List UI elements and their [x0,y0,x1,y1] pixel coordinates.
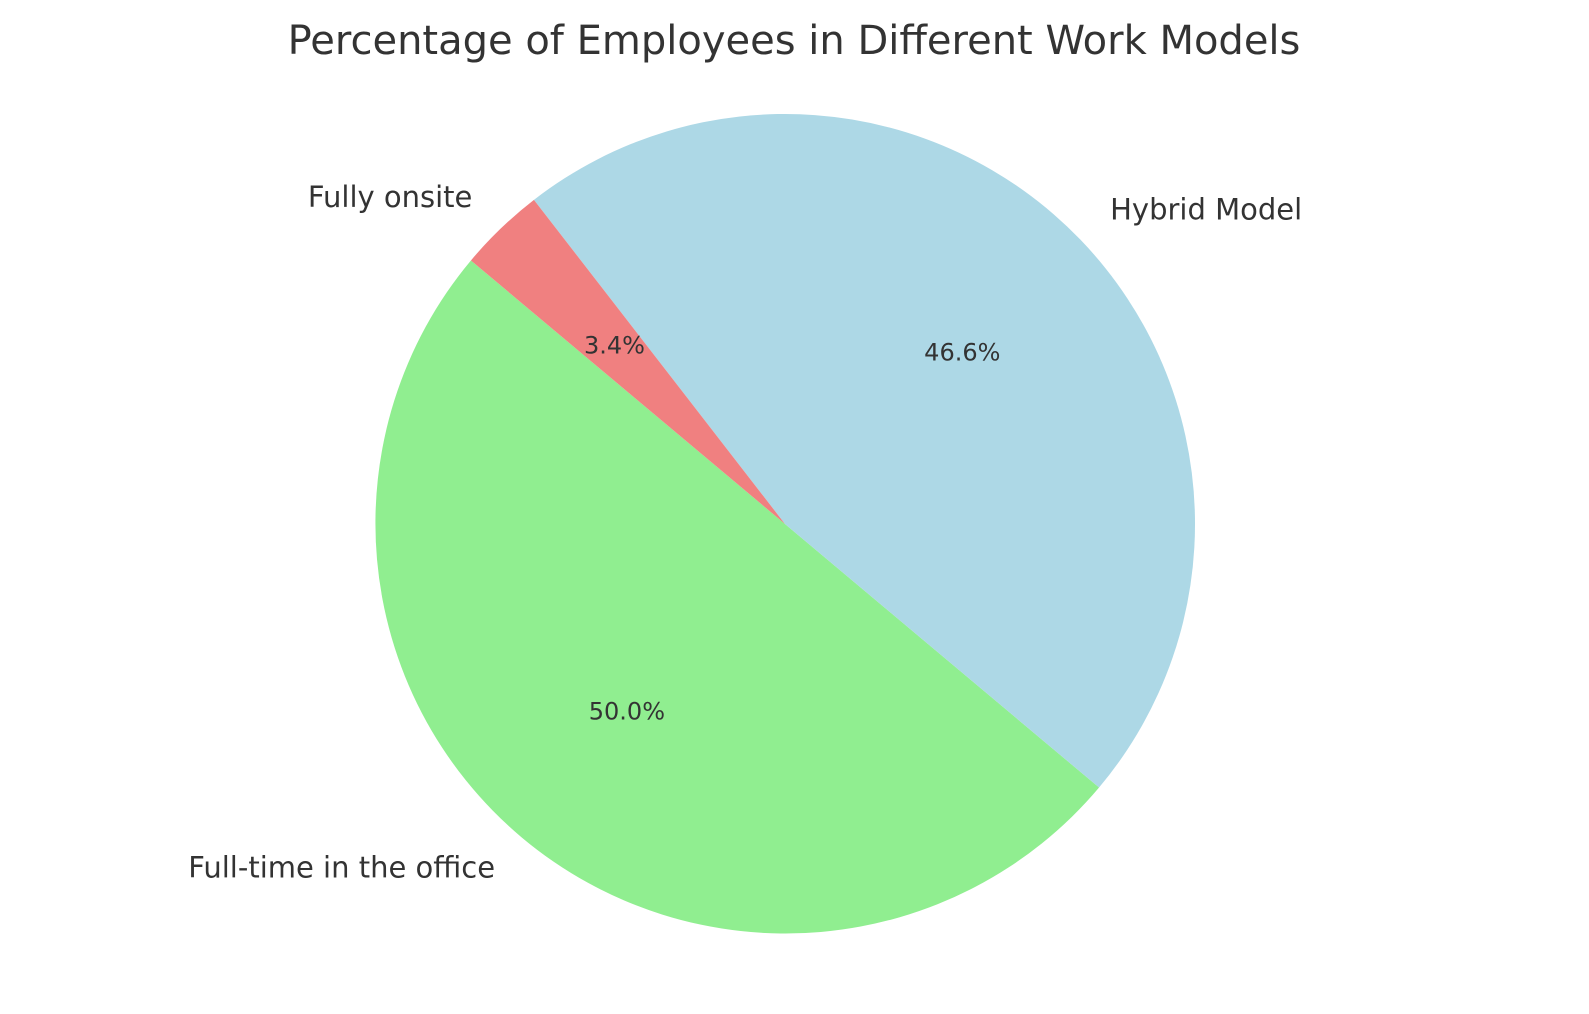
chart-title: Percentage of Employees in Different Wor… [288,18,1301,64]
pie-labels: Full-time in the office 50.0% Hybrid Model… [188,180,1302,885]
pie-slice-hybrid-model [533,113,1196,788]
percent-label-full-time-in-the-office: 50.0% [589,697,665,725]
pie-slices [375,113,1196,934]
percent-label-fully-onsite: 3.4% [584,332,645,360]
pie-slice-fully-onsite [470,199,785,525]
slice-label-hybrid-model: Hybrid Model [1110,192,1302,226]
pie-slice-full-time-in-the-office [375,260,1100,934]
slice-label-fully-onsite: Fully onsite [308,180,472,214]
slice-label-full-time-in-the-office: Full-time in the office [188,851,495,885]
percent-label-hybrid-model: 46.6% [924,339,1000,367]
